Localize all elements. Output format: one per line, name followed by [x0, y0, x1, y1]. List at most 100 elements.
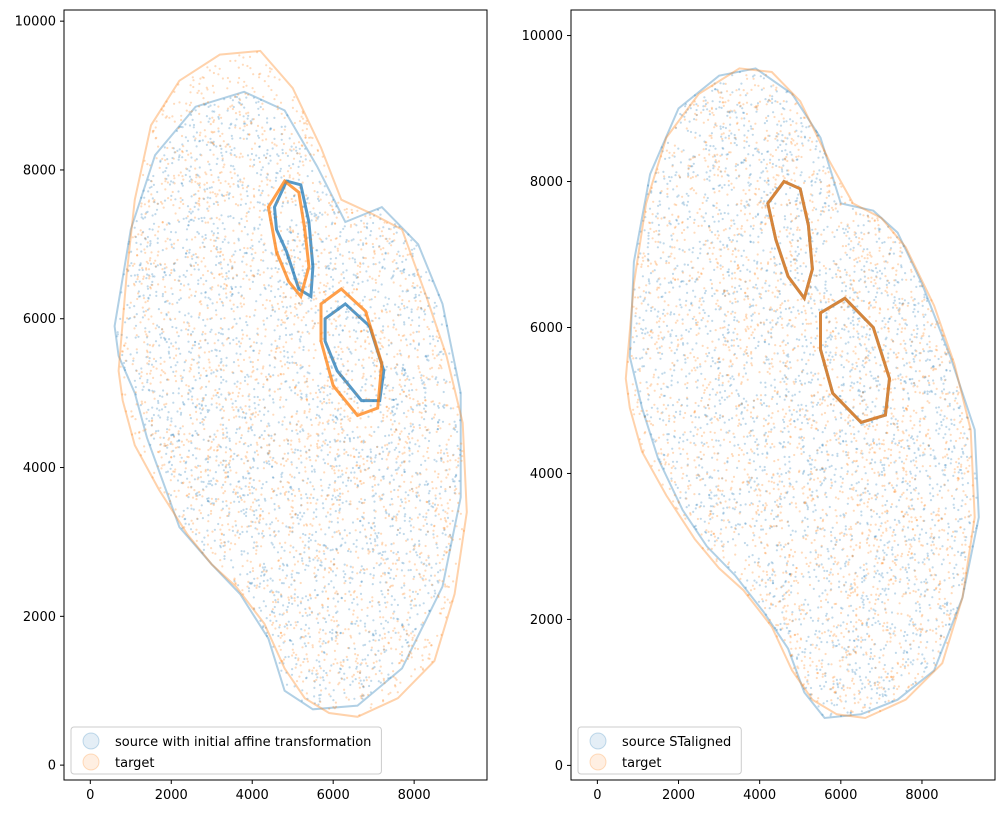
scatter-point: [207, 439, 210, 442]
scatter-point: [315, 213, 318, 217]
scatter-point: [270, 541, 273, 544]
scatter-point: [364, 339, 367, 342]
scatter-point: [146, 287, 150, 290]
scatter-point: [383, 648, 386, 651]
scatter-point: [445, 476, 448, 479]
scatter-point: [304, 607, 307, 611]
scatter-point: [395, 553, 398, 556]
scatter-point: [340, 543, 343, 547]
scatter-point: [273, 594, 276, 597]
scatter-point: [222, 166, 225, 169]
scatter-point: [225, 500, 228, 503]
scatter-point: [164, 338, 167, 341]
scatter-point: [312, 517, 315, 520]
scatter-point: [262, 243, 265, 246]
scatter-point: [266, 317, 269, 320]
scatter-point: [319, 391, 322, 394]
scatter-point: [273, 489, 276, 492]
scatter-point: [387, 325, 390, 328]
scatter-point: [232, 183, 235, 186]
scatter-point: [398, 422, 401, 425]
scatter-point: [334, 262, 337, 265]
scatter-point: [197, 371, 200, 375]
scatter-point: [339, 507, 342, 510]
scatter-point: [328, 287, 331, 290]
scatter-point: [304, 260, 307, 263]
scatter-point: [392, 323, 396, 326]
scatter-point: [245, 124, 249, 127]
scatter-point: [350, 308, 354, 312]
scatter-point: [408, 489, 411, 492]
scatter-point: [298, 302, 301, 305]
scatter-point: [245, 507, 248, 511]
scatter-point: [195, 457, 198, 460]
scatter-point: [411, 252, 414, 255]
scatter-point: [188, 248, 191, 251]
scatter-point: [357, 231, 360, 234]
scatter-point: [238, 113, 242, 116]
scatter-point: [222, 287, 225, 290]
scatter-point: [436, 476, 440, 479]
scatter-point: [234, 520, 237, 523]
scatter-point: [201, 330, 205, 334]
scatter-point: [335, 416, 339, 420]
scatter-point: [210, 349, 213, 352]
scatter-point: [272, 186, 275, 189]
scatter-point: [385, 558, 388, 561]
scatter-point: [366, 455, 369, 458]
scatter-point: [351, 601, 354, 604]
scatter-point: [196, 182, 199, 185]
scatter-point: [282, 612, 285, 615]
scatter-point: [399, 432, 402, 435]
scatter-point: [277, 318, 280, 321]
scatter-point: [312, 398, 315, 401]
scatter-point: [174, 341, 177, 344]
scatter-point: [420, 308, 423, 311]
scatter-point: [305, 451, 308, 454]
scatter-point: [369, 450, 372, 454]
scatter-point: [224, 398, 228, 401]
scatter-point: [251, 423, 254, 426]
scatter-point: [280, 176, 283, 179]
scatter-point: [296, 235, 299, 238]
scatter-point: [392, 398, 396, 401]
scatter-point: [220, 368, 223, 371]
scatter-point: [315, 297, 318, 300]
scatter-point: [420, 379, 423, 382]
scatter-point: [258, 436, 261, 439]
scatter-point: [204, 324, 207, 327]
scatter-point: [298, 147, 301, 150]
scatter-point: [245, 274, 248, 277]
scatter-point: [400, 400, 403, 403]
scatter-point: [334, 319, 337, 322]
scatter-point: [348, 503, 351, 506]
scatter-point: [284, 296, 287, 299]
scatter-point: [273, 508, 276, 511]
scatter-point: [362, 366, 365, 369]
scatter-point: [426, 638, 429, 642]
scatter-point: [366, 606, 369, 609]
scatter-point: [303, 551, 306, 554]
scatter-point: [317, 215, 320, 218]
scatter-point: [314, 530, 318, 534]
scatter-point: [246, 470, 249, 473]
scatter-point: [292, 157, 296, 160]
scatter-point: [406, 657, 410, 661]
scatter-point: [257, 134, 260, 137]
scatter-point: [383, 573, 387, 576]
scatter-point: [339, 253, 342, 256]
scatter-point: [327, 486, 330, 489]
scatter-point: [428, 489, 431, 493]
scatter-point: [359, 230, 363, 233]
scatter-point: [281, 205, 284, 208]
scatter-point: [322, 616, 325, 620]
scatter-point: [238, 500, 241, 503]
scatter-point: [215, 195, 218, 198]
scatter-point: [206, 201, 209, 204]
scatter-point: [417, 306, 420, 309]
scatter-point: [304, 645, 307, 648]
scatter-point: [312, 356, 315, 360]
scatter-point: [318, 694, 321, 697]
scatter-point: [390, 428, 393, 431]
scatter-point: [128, 240, 131, 243]
